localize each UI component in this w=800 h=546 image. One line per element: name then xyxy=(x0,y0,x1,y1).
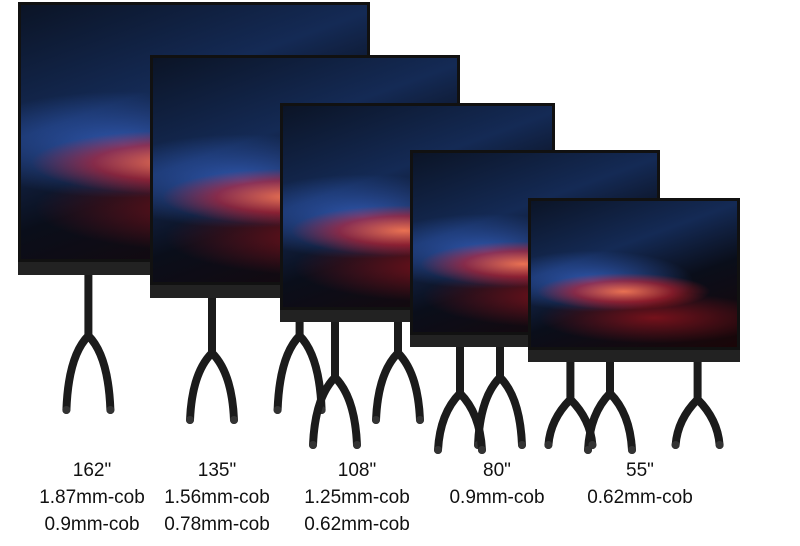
size-text: 55" xyxy=(626,460,654,481)
screen xyxy=(528,198,740,350)
product-label-162: 162" 1.87mm-cob 0.9mm-cob xyxy=(17,457,167,538)
product-label-80: 80" 0.9mm-cob xyxy=(422,457,572,511)
pitch-text: 0.9mm-cob xyxy=(449,487,545,508)
size-text: 135" xyxy=(197,460,237,481)
pitch-text: 1.87mm-cob xyxy=(39,487,145,508)
product-label-135: 135" 1.56mm-cob 0.78mm-cob xyxy=(142,457,292,538)
pitch-text: 1.56mm-cob xyxy=(164,487,270,508)
pitch-text: 0.78mm-cob xyxy=(164,514,270,535)
pitch-text: 0.62mm-cob xyxy=(304,514,410,535)
size-text: 162" xyxy=(72,460,112,481)
bottom-bar xyxy=(528,350,740,362)
size-text: 108" xyxy=(337,460,377,481)
size-text: 80" xyxy=(483,460,511,481)
pitch-text: 0.9mm-cob xyxy=(44,514,140,535)
pitch-text: 0.62mm-cob xyxy=(587,487,693,508)
product-label-55: 55" 0.62mm-cob xyxy=(565,457,715,511)
pitch-text: 1.25mm-cob xyxy=(304,487,410,508)
product-label-108: 108" 1.25mm-cob 0.62mm-cob xyxy=(282,457,432,538)
